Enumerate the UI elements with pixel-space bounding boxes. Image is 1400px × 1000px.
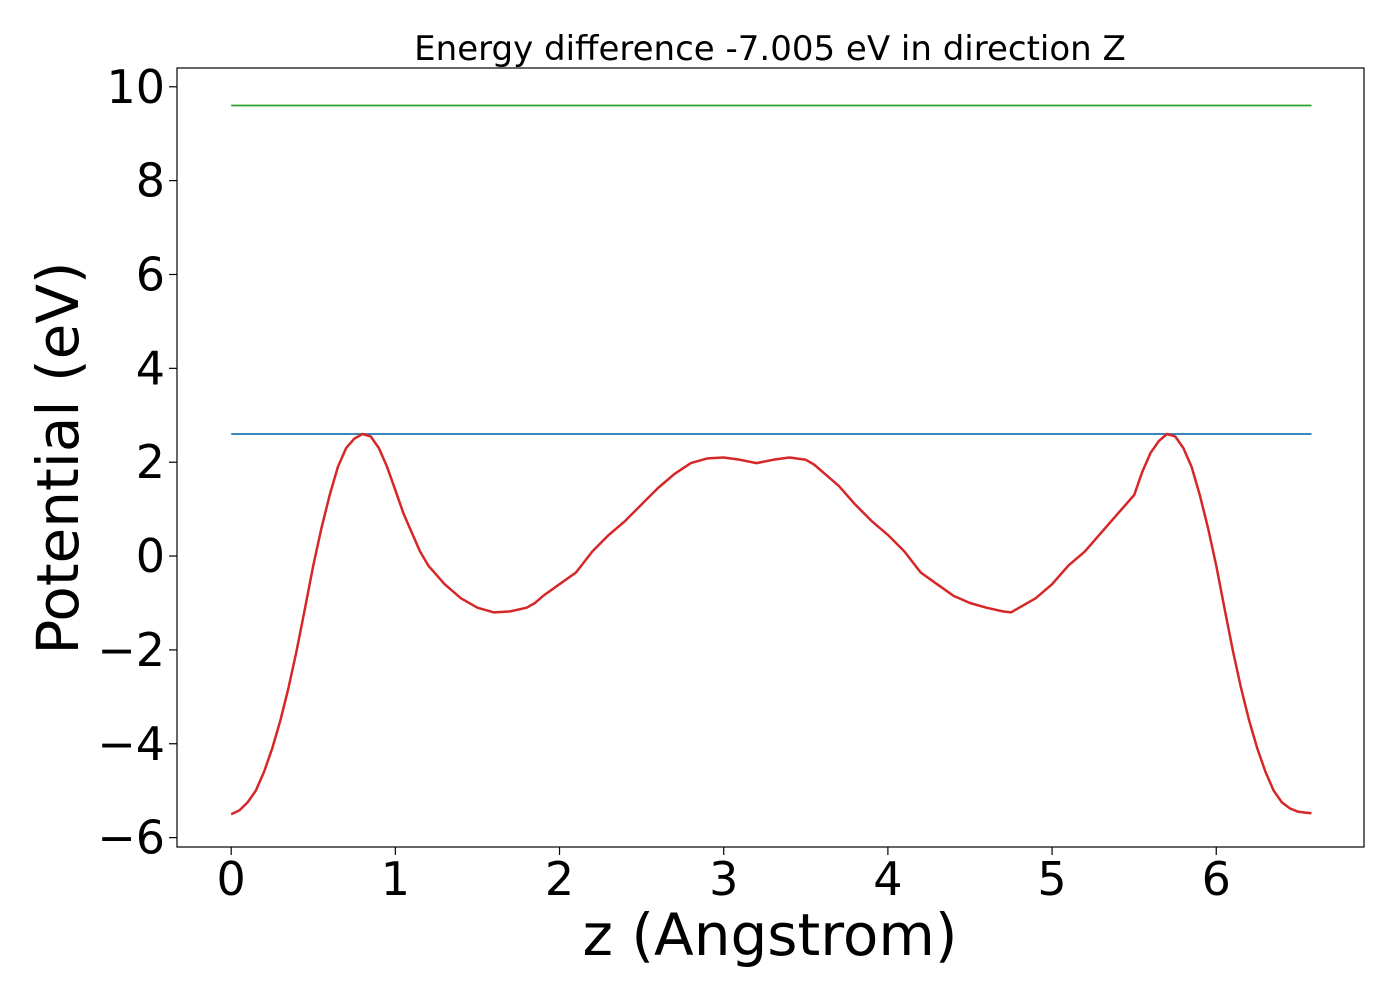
plot-frame bbox=[176, 67, 1365, 848]
x-tick-label: 6 bbox=[1202, 852, 1231, 906]
y-axis-label: Potential (eV) bbox=[24, 261, 92, 654]
x-tick-label: 4 bbox=[873, 852, 902, 906]
y-tick-label: 2 bbox=[136, 435, 165, 489]
x-tick-label: 1 bbox=[381, 852, 410, 906]
series-line-3 bbox=[230, 432, 1312, 816]
x-tick-label: 0 bbox=[217, 852, 246, 906]
y-tick-label: 6 bbox=[136, 247, 165, 301]
y-tick-label: −4 bbox=[97, 717, 165, 771]
y-tick-label: 0 bbox=[136, 529, 165, 583]
y-tick-label: 10 bbox=[106, 60, 165, 114]
x-axis: 0 1 2 3 4 5 6 bbox=[217, 847, 1231, 906]
y-tick-label: −2 bbox=[97, 623, 165, 677]
y-axis: −6 −4 −2 0 2 4 6 8 10 bbox=[97, 60, 177, 865]
plot-lines bbox=[230, 104, 1312, 816]
x-tick-label: 5 bbox=[1037, 852, 1066, 906]
y-tick-label: 4 bbox=[136, 341, 165, 395]
y-tick-label: −6 bbox=[97, 811, 165, 865]
x-axis-label: z (Angstrom) bbox=[583, 901, 958, 969]
chart-title: Energy difference -7.005 eV in direction… bbox=[414, 29, 1126, 69]
x-tick-label: 2 bbox=[545, 852, 574, 906]
x-tick-label: 3 bbox=[709, 852, 738, 906]
y-tick-label: 8 bbox=[136, 154, 165, 208]
